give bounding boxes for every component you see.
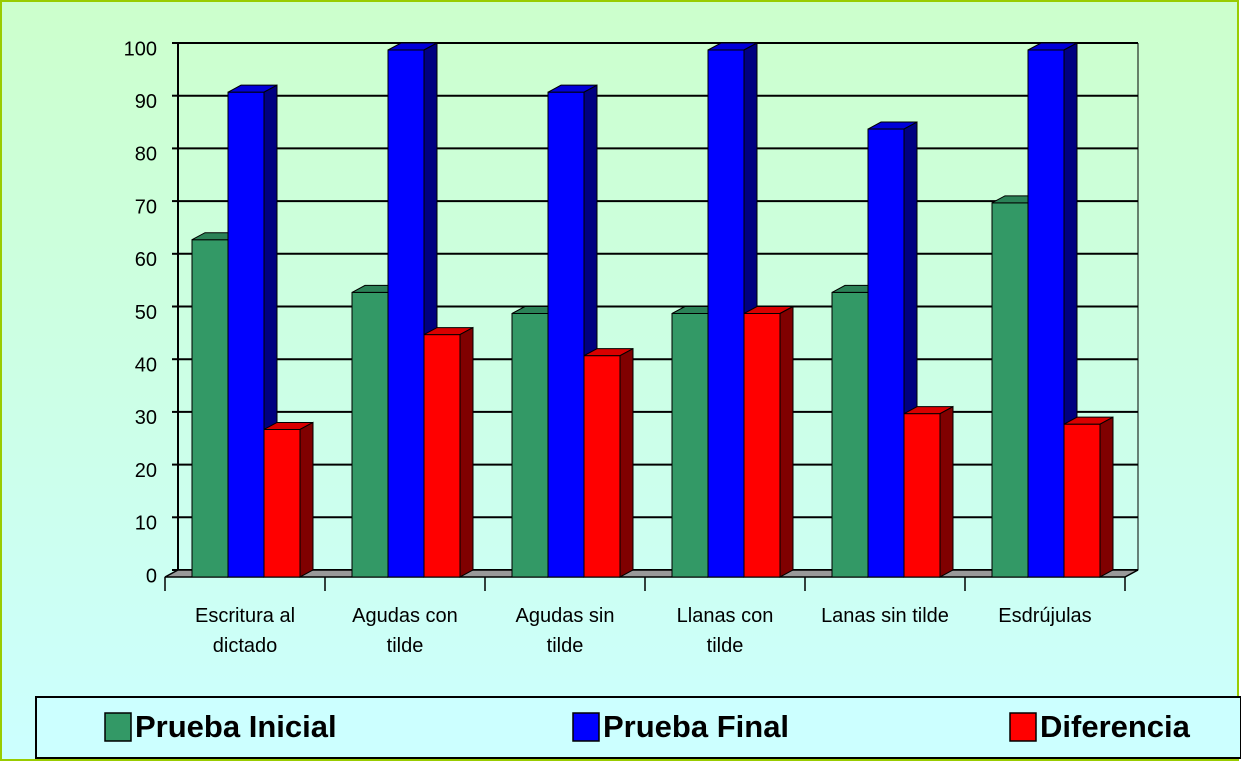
legend-swatch — [104, 712, 132, 742]
bar — [1027, 49, 1065, 578]
bar-side — [1099, 416, 1114, 578]
bar — [423, 334, 461, 578]
bar — [903, 413, 941, 578]
bar — [707, 49, 745, 578]
bar — [191, 239, 229, 578]
y-tick-label: 100 — [124, 38, 157, 60]
bar — [547, 91, 585, 578]
y-tick-label: 20 — [135, 460, 157, 482]
bar-side — [779, 305, 794, 578]
bar — [671, 313, 709, 578]
y-tick-label: 80 — [135, 144, 157, 166]
y-tick-label: 10 — [135, 513, 157, 535]
y-tick-label: 30 — [135, 407, 157, 429]
bar — [583, 355, 621, 578]
y-tick-label: 90 — [135, 91, 157, 113]
bar — [263, 428, 301, 578]
bar-side — [619, 347, 634, 578]
legend-swatch — [572, 712, 600, 742]
y-tick-label: 0 — [146, 565, 157, 587]
bar — [227, 91, 265, 578]
legend-label: Prueba Final — [603, 709, 789, 744]
y-tick-label: 70 — [135, 196, 157, 218]
legend-box — [35, 696, 1241, 759]
y-tick-label: 60 — [135, 249, 157, 271]
legend-label: Prueba Inicial — [135, 709, 337, 744]
bar — [351, 291, 389, 578]
bar — [991, 202, 1029, 578]
x-tick-label: Escritura al dictado — [194, 605, 296, 657]
bar — [743, 313, 781, 578]
bar — [387, 49, 425, 578]
x-tick-label: Llanas con tilde — [676, 605, 774, 657]
x-tick-label: Esdrújulas — [998, 605, 1092, 627]
x-tick-label: Lanas sin tilde — [821, 605, 949, 627]
y-tick-label: 50 — [135, 302, 157, 324]
bar — [867, 128, 905, 578]
bar-side — [939, 405, 954, 578]
bar — [511, 313, 549, 578]
y-tick-label: 40 — [135, 354, 157, 376]
legend-swatch — [1009, 712, 1037, 742]
bar-side — [459, 326, 474, 578]
x-tick-label: Agudas sin tilde — [515, 605, 615, 657]
bar-side — [299, 421, 314, 578]
legend-label: Diferencia — [1040, 709, 1191, 744]
x-tick-label: Agudas con tilde — [352, 605, 458, 657]
bar — [831, 291, 869, 578]
bar — [1063, 423, 1101, 578]
